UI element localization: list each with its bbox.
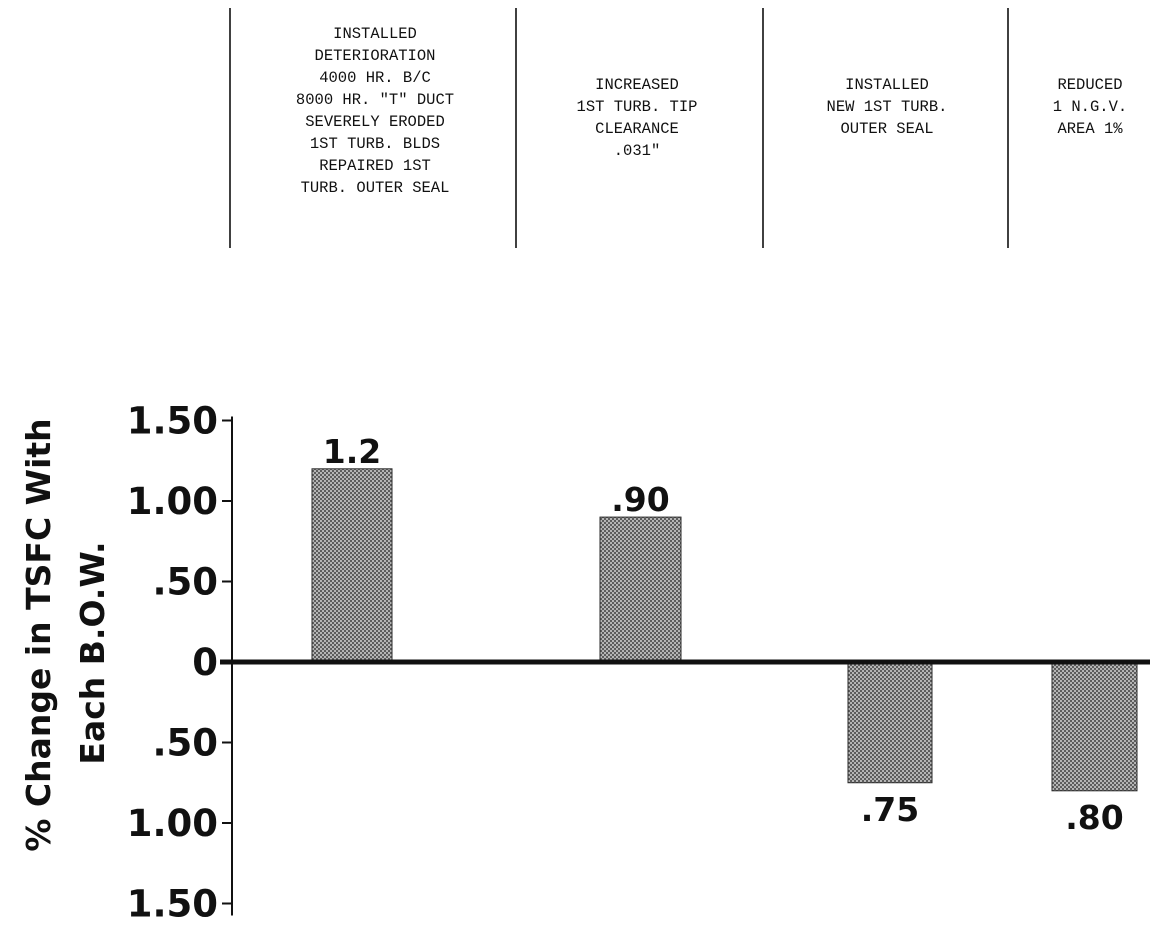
category-label-line: 1 N.G.V. <box>1053 98 1127 116</box>
bar <box>1051 661 1138 792</box>
bar-value-label: .80 <box>1065 798 1123 837</box>
category-dividers <box>229 8 1009 248</box>
category-label-line: REPAIRED 1ST <box>319 157 431 175</box>
category-label-line: OUTER SEAL <box>840 120 933 138</box>
y-ticks: 1.50 1.00 .50 0 .50 1.00 1.50 <box>127 400 232 926</box>
y-tick-label: 1.50 <box>127 400 218 443</box>
category-label-line: 1ST TURB. TIP <box>577 98 698 116</box>
category-label-line: 1ST TURB. BLDS <box>310 135 440 153</box>
category-label-line: NEW 1ST TURB. <box>827 98 948 116</box>
y-tick-label: 1.00 <box>127 480 218 523</box>
category-label: INSTALLED NEW 1ST TURB. OUTER SEAL <box>827 76 948 138</box>
bar <box>311 468 393 663</box>
bar-value-label: 1.2 <box>323 432 381 471</box>
category-label: INSTALLED DETERIORATION 4000 HR. B/C 8000 H… <box>296 25 454 197</box>
category-label-line: INSTALLED <box>845 76 929 94</box>
category-label-line: TURB. OUTER SEAL <box>301 179 450 197</box>
axes <box>220 416 1150 916</box>
category-label-line: INSTALLED <box>333 25 417 43</box>
value-labels: 1.2 .90 .75 .80 <box>323 432 1124 837</box>
y-tick-label: .50 <box>152 722 218 765</box>
category-label-line: REDUCED <box>1057 76 1122 94</box>
category-label: REDUCED 1 N.G.V. AREA 1% <box>1053 76 1127 138</box>
category-labels: INSTALLED DETERIORATION 4000 HR. B/C 8000 H… <box>296 25 1127 197</box>
y-tick-label: 1.00 <box>127 802 218 845</box>
bars <box>311 468 1138 792</box>
category-label-line: SEVERELY ERODED <box>305 113 445 131</box>
category-label-line: AREA 1% <box>1057 120 1123 138</box>
bar <box>847 661 933 784</box>
category-label-line: 8000 HR. "T" DUCT <box>296 91 454 109</box>
category-label-line: 4000 HR. B/C <box>319 69 431 87</box>
category-label: INCREASED 1ST TURB. TIP CLEARANCE .031" <box>577 76 698 160</box>
bar-value-label: .90 <box>611 480 669 519</box>
y-tick-label: 1.50 <box>127 883 218 926</box>
category-label-line: .031" <box>614 142 661 160</box>
category-label-line: CLEARANCE <box>595 120 679 138</box>
y-axis-label: % Change in TSFC With Each B.O.W. <box>19 418 112 851</box>
y-axis-label-line: % Change in TSFC With <box>19 418 58 851</box>
bar <box>599 516 682 663</box>
category-label-line: DETERIORATION <box>315 47 436 65</box>
category-label-line: INCREASED <box>595 76 679 94</box>
bar-value-label: .75 <box>861 790 919 829</box>
y-tick-label: 0 <box>192 641 218 684</box>
y-tick-label: .50 <box>152 561 218 604</box>
y-axis-label-line: Each B.O.W. <box>73 541 112 764</box>
